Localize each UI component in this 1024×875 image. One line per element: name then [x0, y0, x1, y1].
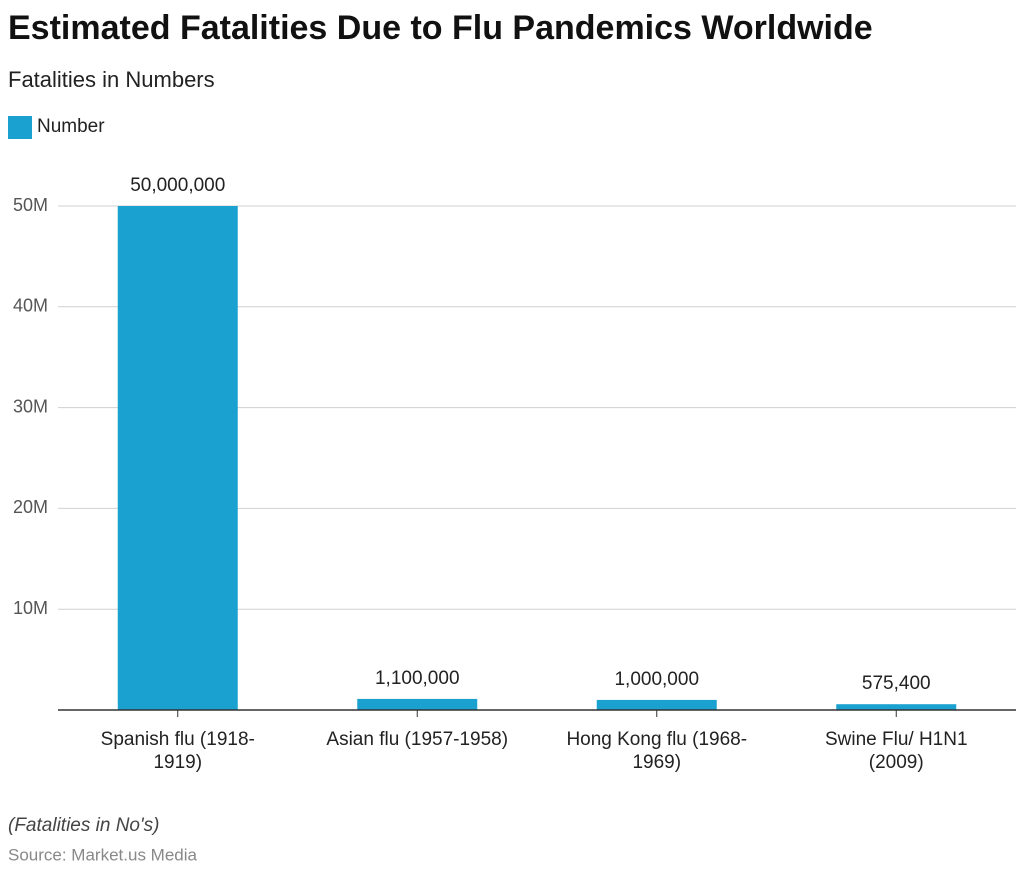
note: (Fatalities in No's): [8, 815, 159, 836]
chart-subtitle: Fatalities in Numbers: [8, 67, 215, 92]
legend-swatch: [8, 116, 32, 139]
chart-title: Estimated Fatalities Due to Flu Pandemic…: [8, 9, 873, 47]
y-tick-label: 50M: [13, 195, 48, 215]
bar: [836, 704, 957, 710]
x-tick-label: Hong Kong flu (1968-1969): [566, 729, 748, 773]
bar: [357, 698, 478, 710]
y-tick-label: 20M: [13, 497, 48, 517]
value-label: 1,100,000: [375, 668, 460, 689]
y-tick-label: 30M: [13, 396, 48, 416]
y-tick-label: 40M: [13, 296, 48, 316]
x-tick-label: Spanish flu (1918-1919): [100, 729, 255, 773]
legend-label: Number: [37, 116, 105, 137]
x-tick-label: Asian flu (1957-1958): [326, 729, 509, 750]
value-label: 575,400: [862, 673, 931, 694]
value-label: 1,000,000: [614, 669, 699, 690]
x-tick-label: Swine Flu/ H1N1 (2009): [824, 729, 968, 773]
source: Source: Market.us Media: [8, 845, 198, 864]
bar: [596, 699, 717, 710]
value-label: 50,000,000: [130, 175, 225, 196]
bar: [117, 206, 238, 710]
y-tick-label: 10M: [13, 598, 48, 618]
